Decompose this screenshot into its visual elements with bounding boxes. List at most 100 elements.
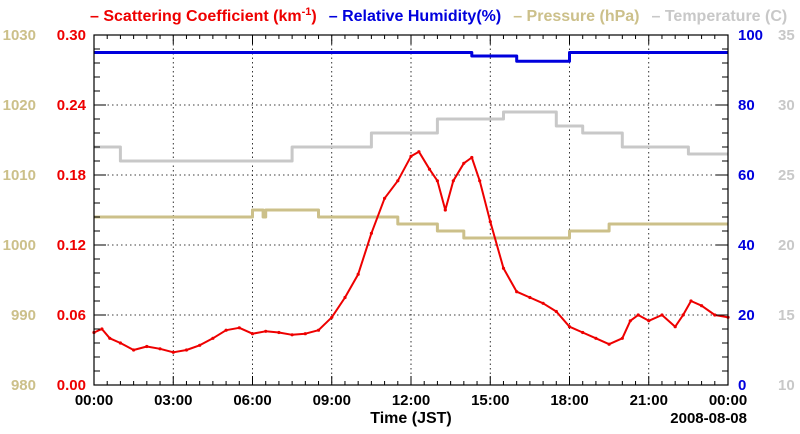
- data-point: [330, 315, 334, 319]
- data-point: [171, 350, 175, 354]
- x-tick-label: 03:00: [154, 392, 192, 409]
- legend-entry-pressure: – Pressure (hPa): [513, 8, 639, 25]
- data-point: [689, 299, 693, 303]
- data-point: [528, 295, 532, 300]
- legend-label: Relative Humidity(%): [342, 8, 501, 25]
- data-point: [237, 326, 241, 330]
- scattering-tick-label: 0.24: [57, 97, 87, 114]
- legend-dash: –: [90, 8, 103, 25]
- series-line-temperature: [94, 110, 728, 163]
- grid: [94, 35, 728, 385]
- x-tick-label: 18:00: [550, 392, 588, 409]
- temperature-tick-label: 35: [778, 27, 795, 44]
- data-point: [316, 328, 321, 332]
- data-point: [713, 313, 717, 317]
- data-point: [515, 290, 519, 294]
- data-point: [443, 208, 447, 212]
- data-point: [277, 330, 281, 335]
- pressure-tick-label: 1000: [3, 237, 36, 254]
- data-point: [501, 266, 506, 270]
- tick-labels: 00:00 03:00 06:00 09:00 12:00 15:00 18:00 21:00…: [3, 27, 795, 409]
- pressure-tick-label: 990: [11, 307, 36, 324]
- humidity-tick-label: 60: [738, 167, 755, 184]
- series-line-humidity: [94, 51, 728, 63]
- data-point: [607, 342, 611, 346]
- data-point: [478, 179, 482, 183]
- data-point: [290, 333, 294, 337]
- data-point: [132, 348, 136, 352]
- legend: – Scattering Coefficient (km-1) – Relativ…: [90, 6, 787, 25]
- series-layer: [92, 51, 730, 354]
- x-tick-label: 00:00: [75, 392, 113, 409]
- date-label: 2008-08-08: [670, 410, 747, 427]
- data-point: [636, 313, 640, 317]
- temperature-tick-label: 15: [778, 307, 795, 324]
- data-point: [451, 179, 455, 183]
- scattering-tick-label: 0.30: [57, 27, 86, 44]
- legend-dash: –: [513, 8, 526, 25]
- data-point: [250, 332, 255, 336]
- x-axis-title: Time (JST): [370, 410, 452, 427]
- data-point: [158, 347, 162, 351]
- data-point: [264, 329, 268, 333]
- humidity-tick-label: 20: [738, 307, 755, 324]
- scattering-tick-label: 0.12: [57, 237, 86, 254]
- x-tick-label: 09:00: [313, 392, 351, 409]
- data-point: [567, 325, 572, 329]
- data-point: [118, 341, 122, 345]
- data-point: [184, 348, 189, 352]
- scattering-tick-label: 0.06: [57, 307, 86, 324]
- data-point: [303, 332, 307, 336]
- data-point: [594, 336, 598, 340]
- pressure-tick-label: 980: [11, 377, 36, 394]
- data-point: [417, 150, 421, 154]
- humidity-tick-label: 100: [738, 27, 763, 44]
- data-point: [673, 325, 677, 329]
- data-point: [647, 319, 651, 323]
- temperature-tick-label: 30: [778, 97, 795, 114]
- data-point: [462, 161, 466, 165]
- temperature-tick-label: 10: [778, 377, 795, 394]
- legend-dash: –: [651, 8, 664, 25]
- data-point: [427, 167, 432, 171]
- data-point: [343, 295, 347, 300]
- data-point: [211, 336, 215, 340]
- data-point: [409, 154, 413, 158]
- pressure-tick-label: 1030: [3, 27, 36, 44]
- data-point: [681, 313, 685, 317]
- legend-tail: ): [311, 8, 316, 25]
- legend-label: Scattering Coefficient (km: [103, 8, 301, 25]
- legend-label: Temperature (C): [665, 8, 787, 25]
- pressure-tick-label: 1020: [3, 97, 36, 114]
- x-tick-label: 00:00: [709, 392, 747, 409]
- ticks: [93, 34, 729, 386]
- legend-label: Pressure (hPa): [527, 8, 640, 25]
- data-point: [108, 336, 112, 340]
- data-point: [145, 344, 149, 349]
- series-line-pressure: [94, 208, 728, 240]
- pressure-tick-label: 1010: [3, 167, 36, 184]
- legend-entry-humidity: – Relative Humidity(%): [329, 8, 501, 25]
- data-point: [628, 319, 632, 323]
- legend-sup: -1: [302, 6, 312, 18]
- data-point: [581, 330, 585, 335]
- data-point: [356, 272, 360, 276]
- temperature-tick-label: 20: [778, 237, 795, 254]
- data-point: [700, 304, 704, 308]
- humidity-tick-label: 80: [738, 97, 755, 114]
- data-point: [541, 301, 545, 305]
- scattering-tick-label: 0.18: [57, 167, 86, 184]
- legend-entry-scattering: – Scattering Coefficient (km-1): [90, 6, 317, 25]
- x-tick-label: 12:00: [392, 392, 430, 409]
- humidity-tick-label: 0: [738, 377, 746, 394]
- data-point: [100, 327, 104, 331]
- x-tick-label: 15:00: [471, 392, 509, 409]
- temperature-tick-label: 25: [778, 167, 795, 184]
- data-point: [488, 220, 492, 224]
- data-point: [554, 309, 558, 314]
- data-point: [198, 343, 202, 347]
- humidity-tick-label: 40: [738, 237, 755, 254]
- data-point: [660, 313, 664, 317]
- data-point: [383, 196, 387, 200]
